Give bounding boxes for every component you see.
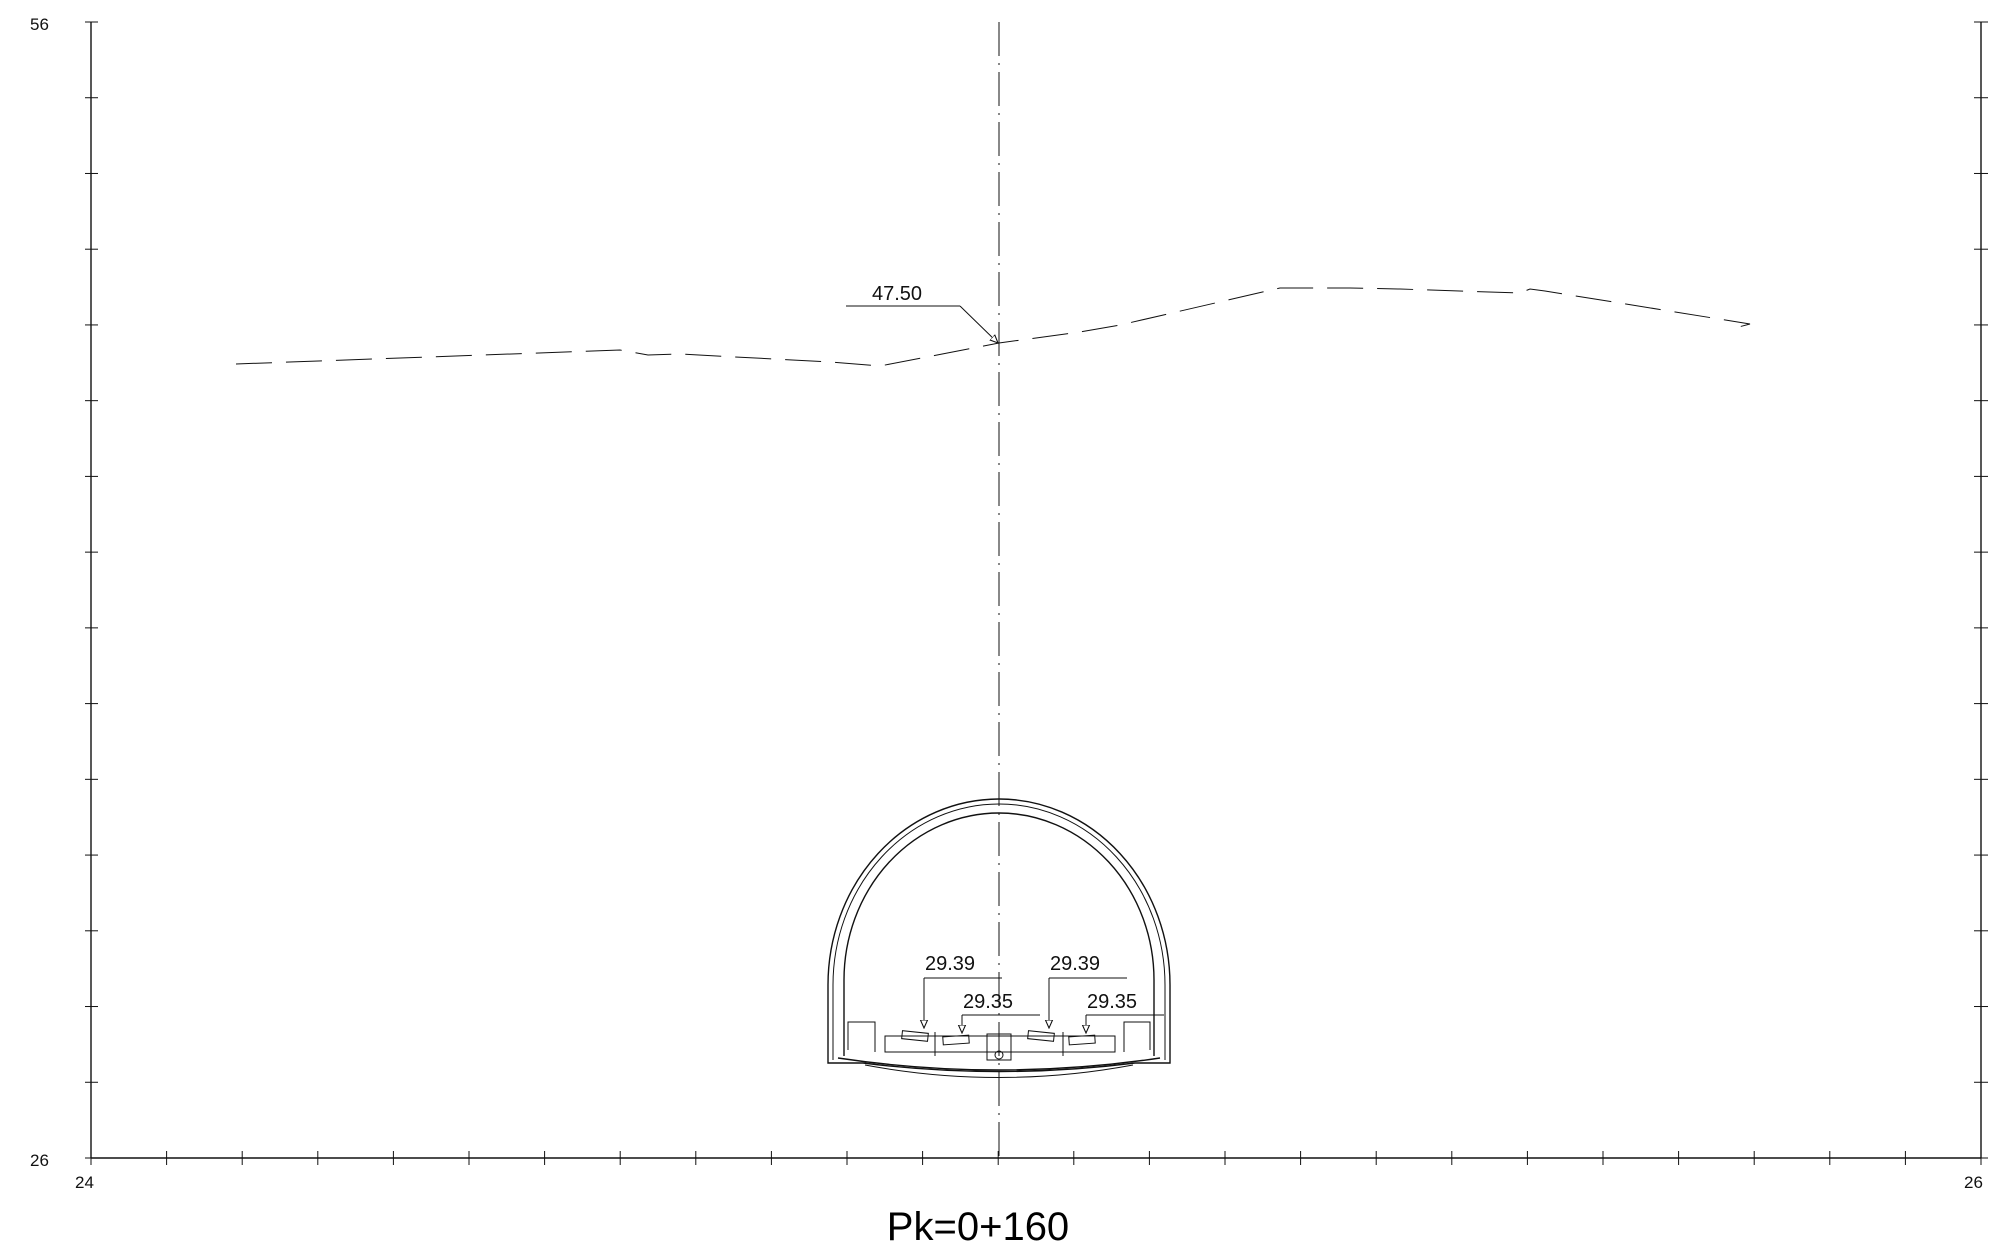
y-axis-bottom-label: 26	[30, 1151, 49, 1170]
x-axis-left-label: 24	[75, 1173, 94, 1192]
x-axis-right-label: 26	[1964, 1173, 1983, 1192]
tunnel-outer-lining	[827, 798, 1171, 1073]
tunnel-invert-outer	[864, 1064, 1134, 1078]
y-axis-top-label: 56	[30, 15, 49, 34]
right-rail-lower-level: 29.35	[1087, 991, 1137, 1013]
tunnel-inner-lining	[843, 812, 1155, 1056]
ground-profile-line	[235, 287, 1751, 367]
left-rail-lower-level: 29.35	[963, 991, 1013, 1013]
right-track-rail-1	[1027, 1030, 1055, 1042]
tunnel-outer-lining-inner-edge	[832, 803, 1166, 1060]
right-axis-ticks	[1974, 21, 1988, 1159]
right-track-rail-2	[1068, 1034, 1096, 1046]
tunnel-section	[827, 798, 1171, 1078]
left-rail-upper-level: 29.39	[925, 953, 975, 975]
central-drain	[986, 1033, 1012, 1061]
bottom-axis-ticks	[90, 1151, 1982, 1165]
right-cable-duct	[1123, 1021, 1151, 1052]
ground-level-label: 47.50	[872, 283, 922, 305]
tunnel-invert-inner	[837, 1057, 1161, 1071]
right-rail-upper-level: 29.39	[1050, 953, 1100, 975]
drain-pipe	[994, 1050, 1004, 1060]
left-track-rail-1	[901, 1030, 929, 1042]
left-axis-ticks	[85, 21, 98, 1159]
left-track-rail-2	[942, 1034, 970, 1046]
station-title: Pk=0+160	[887, 1205, 1069, 1249]
ground-level-arrow	[959, 305, 998, 343]
left-cable-duct	[847, 1021, 876, 1052]
track-bed	[884, 1035, 1116, 1053]
